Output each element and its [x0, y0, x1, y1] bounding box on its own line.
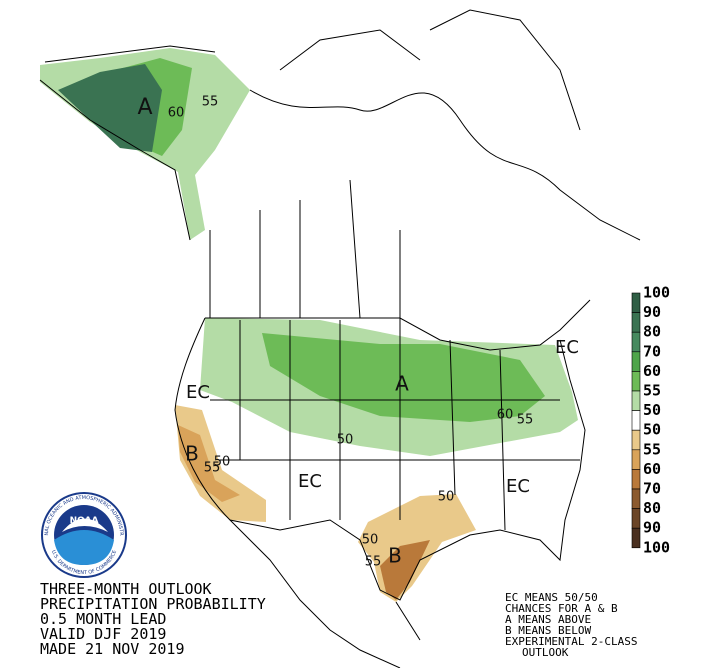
- note-line: B MEANS BELOW: [505, 624, 591, 637]
- legend-swatch: [631, 312, 641, 333]
- legend-label: 50: [643, 401, 661, 419]
- canada-coast: [249, 9, 641, 241]
- map-label: EC: [506, 476, 530, 497]
- legend-label: 70: [643, 342, 661, 360]
- west-below-55: [178, 425, 240, 502]
- logo-name: NOAA: [70, 516, 99, 526]
- legend-label: 100: [643, 284, 670, 302]
- logo-bird: [62, 518, 108, 532]
- map-label: 50: [214, 455, 231, 470]
- note-line: OUTLOOK: [522, 646, 569, 659]
- alaska-above-70: [58, 64, 162, 152]
- legend-swatch: [631, 488, 641, 509]
- south-below-55: [380, 540, 430, 600]
- legend-swatch: [631, 410, 641, 431]
- legend-label: 100: [643, 538, 670, 556]
- legend-label: 60: [643, 460, 661, 478]
- map-label: B: [185, 442, 199, 466]
- us-outline: [174, 317, 586, 601]
- legend-label: 80: [643, 323, 661, 341]
- boundaries: [39, 9, 641, 668]
- province-lines: [209, 179, 401, 319]
- map-label: 60: [497, 408, 514, 423]
- title-line: THREE-MONTH OUTLOOK: [40, 580, 212, 598]
- legend-label: 90: [643, 519, 661, 537]
- state-lines: [210, 318, 580, 531]
- map-label: 50: [362, 533, 379, 548]
- map-label: A: [395, 372, 409, 396]
- legend-swatch: [631, 371, 641, 392]
- legend-swatch: [631, 292, 641, 313]
- alaska-coast: [39, 45, 216, 241]
- legend-swatch: [631, 449, 641, 470]
- legend-swatch: [631, 351, 641, 372]
- title-line: VALID DJF 2019: [40, 625, 166, 643]
- note-line: EXPERIMENTAL 2-CLASS: [505, 635, 637, 648]
- legend-swatch: [631, 469, 641, 490]
- probability-regions: [40, 48, 578, 602]
- note-line: EC MEANS 50/50: [505, 591, 598, 604]
- map-label: 55: [365, 555, 382, 570]
- note-line: A MEANS ABOVE: [505, 613, 591, 626]
- legend-label: 60: [643, 362, 661, 380]
- note-line: CHANCES FOR A & B: [505, 602, 618, 615]
- map-label: EC: [298, 471, 322, 492]
- legend-swatch: [631, 390, 641, 411]
- legend-swatch: [631, 527, 641, 549]
- title-line: PRECIPITATION PROBABILITY: [40, 595, 266, 613]
- legend-label: 55: [643, 440, 661, 458]
- legend-swatch: [631, 508, 641, 529]
- legend-swatch: [631, 429, 641, 451]
- legend-label: 70: [643, 480, 661, 498]
- map-label: 60: [168, 106, 185, 121]
- title-line: 0.5 MONTH LEAD: [40, 610, 166, 628]
- title-line: MADE 21 NOV 2019: [40, 640, 185, 658]
- map-label: EC: [555, 337, 579, 358]
- logo-wave: [54, 530, 114, 565]
- map-label: 55: [204, 461, 221, 476]
- legend-label: 50: [643, 421, 661, 439]
- legend-label: 80: [643, 499, 661, 517]
- map-label: A: [137, 95, 152, 120]
- mexico-outline: [229, 519, 421, 668]
- map-label: 50: [337, 433, 354, 448]
- map-label: EC: [186, 382, 210, 403]
- map-label: 50: [438, 490, 455, 505]
- map-label: 55: [202, 95, 219, 110]
- legend-label: 55: [643, 382, 661, 400]
- map-label: 55: [517, 413, 534, 428]
- legend-swatch: [631, 331, 641, 353]
- map-label: B: [388, 544, 402, 568]
- legend-label: 90: [643, 303, 661, 321]
